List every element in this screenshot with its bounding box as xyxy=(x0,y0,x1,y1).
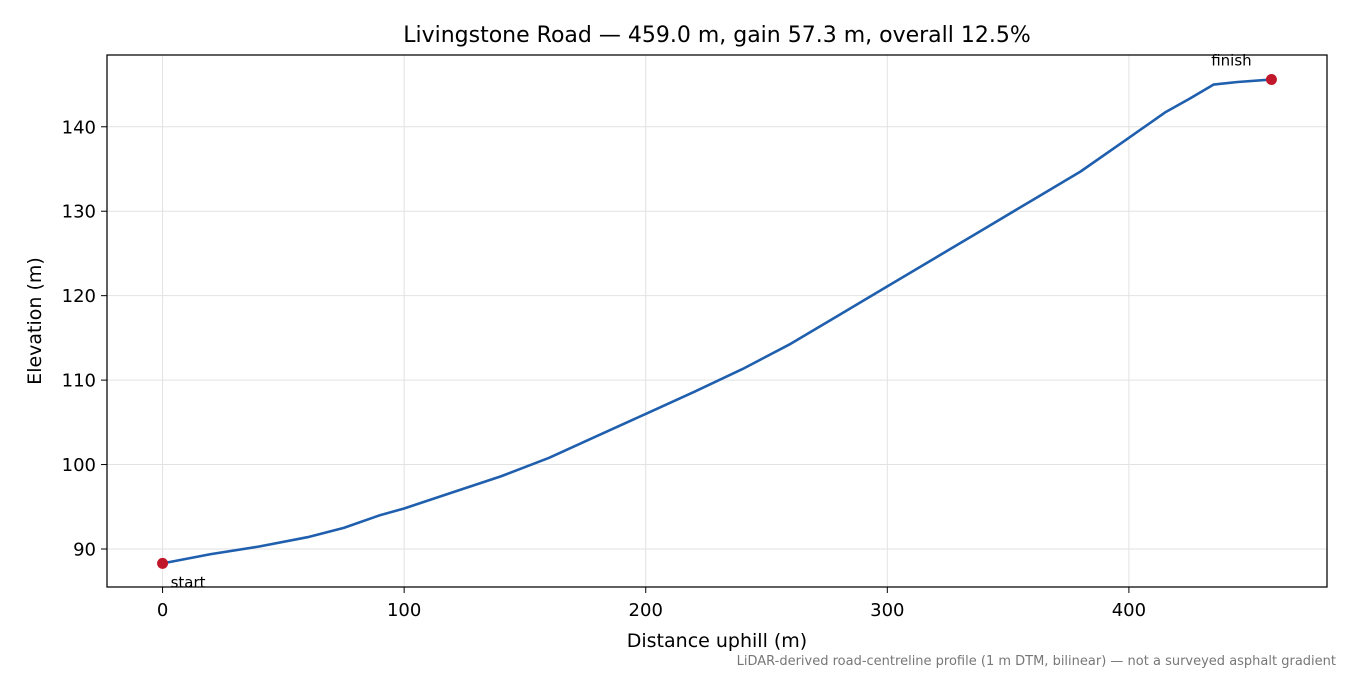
plot-frame xyxy=(106,54,1328,588)
y-tick-label: 140 xyxy=(62,117,96,138)
x-tick-label: 400 xyxy=(1112,600,1146,621)
y-tick-label: 120 xyxy=(62,286,96,307)
start-marker xyxy=(157,557,169,569)
y-axis-label: Elevation (m) xyxy=(24,257,46,385)
x-tick-label: 100 xyxy=(387,600,421,621)
axis-ticks: 0 100 200 300 400 90 100 110 120 130 140 xyxy=(62,117,1146,621)
y-tick-label: 100 xyxy=(62,455,96,476)
y-tick-label: 110 xyxy=(62,371,96,392)
elevation-series-line xyxy=(161,78,1273,565)
y-tick-label: 130 xyxy=(62,202,96,223)
finish-label: finish xyxy=(1211,51,1251,69)
x-axis-label: Distance uphill (m) xyxy=(627,630,807,652)
start-label: start xyxy=(171,573,206,591)
footnote: LiDAR-derived road-centreline profile (1… xyxy=(737,654,1336,669)
y-tick-label: 90 xyxy=(73,540,96,561)
grid xyxy=(107,55,1327,587)
series-layer xyxy=(161,78,1273,565)
x-tick-label: 300 xyxy=(870,600,904,621)
chart-title: Livingstone Road — 459.0 m, gain 57.3 m,… xyxy=(403,23,1031,48)
x-tick-label: 200 xyxy=(629,600,663,621)
x-tick-label: 0 xyxy=(157,600,168,621)
finish-marker xyxy=(1265,73,1277,85)
